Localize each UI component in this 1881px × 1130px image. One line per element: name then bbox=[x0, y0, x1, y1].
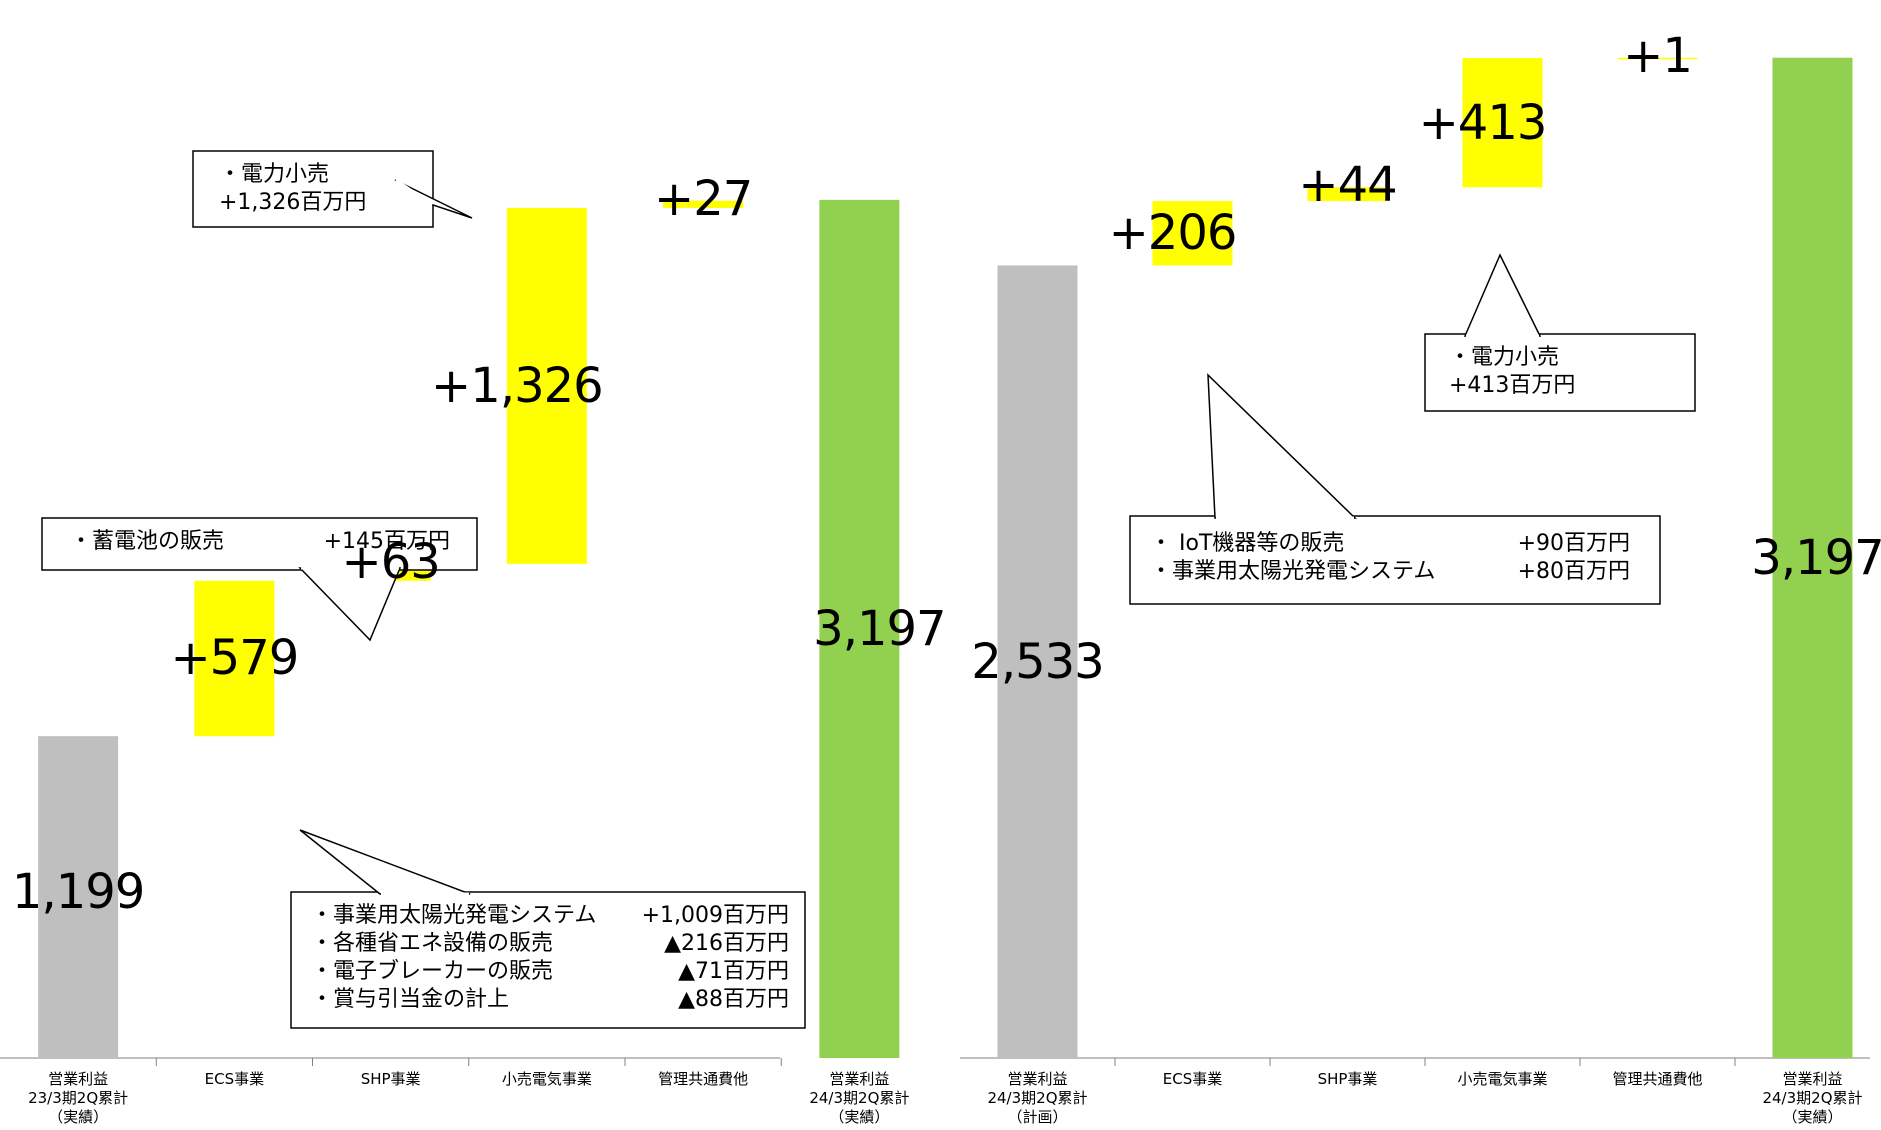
callout-text: ・事業用太陽光発電システム +1,009百万円・各種省エネ設備の販売 ▲216百万円… bbox=[311, 902, 789, 1014]
callout-item-value: ▲71百万円 bbox=[678, 959, 789, 984]
callout-box bbox=[1129, 515, 1661, 605]
bar-delta bbox=[1462, 58, 1543, 188]
callout-item-label: ・賞与引当金の計上 bbox=[311, 987, 510, 1012]
callout-pointer bbox=[299, 829, 471, 895]
callout-item-label: ・事業用太陽光発電システム bbox=[1150, 559, 1436, 584]
data-label: +1 bbox=[1623, 27, 1693, 84]
data-label: +579 bbox=[170, 630, 299, 687]
callout-text: ・蓄電池の販売 +145百万円 bbox=[70, 528, 450, 556]
data-label: +27 bbox=[653, 170, 753, 227]
data-label: +206 bbox=[1108, 205, 1238, 262]
callout-text: ・電力小売 +413百万円 bbox=[1449, 344, 1669, 400]
callout-text: ・電力小売 +1,326百万円 bbox=[219, 161, 449, 217]
callout-item-label: +1,326百万円 bbox=[219, 190, 367, 215]
data-label: 3,197 bbox=[1751, 529, 1881, 586]
data-label: 3,197 bbox=[813, 600, 946, 657]
callout-line: ・電子ブレーカーの販売 ▲71百万円 bbox=[311, 958, 789, 986]
callout-line: ・賞与引当金の計上 ▲88百万円 bbox=[311, 986, 789, 1014]
x-tick-label: 管理共通費他 bbox=[1612, 1070, 1703, 1088]
data-label: +1,326 bbox=[431, 357, 604, 414]
x-tick-label: 小売電気事業 bbox=[501, 1070, 592, 1088]
callout-item-label: ・電力小売 bbox=[1449, 345, 1560, 370]
callout-item-label: ・電子ブレーカーの販売 bbox=[311, 959, 554, 984]
data-label: +63 bbox=[341, 533, 440, 590]
x-tick-label: 営業利益 23/3期2Q累計 （実績） bbox=[28, 1070, 129, 1126]
callout-line: ・事業用太陽光発電システム +1,009百万円 bbox=[311, 902, 789, 930]
callout-line: +413百万円 bbox=[1449, 372, 1669, 400]
bar-delta bbox=[1307, 187, 1388, 202]
x-tick-label: 営業利益 24/3期2Q累計 （実績） bbox=[1762, 1070, 1863, 1126]
data-label: +44 bbox=[1298, 157, 1397, 214]
x-tick-label: SHP事業 bbox=[360, 1070, 421, 1088]
callout-item-value: ▲216百万円 bbox=[664, 931, 789, 956]
callout-item-label: ・ IoT機器等の販売 bbox=[1150, 531, 1345, 556]
callout-item-label: ・各種省エネ設備の販売 bbox=[311, 931, 554, 956]
callout-item-label: ・事業用太陽光発電システム bbox=[311, 903, 597, 928]
callout-item-label: ・蓄電池の販売 bbox=[70, 529, 225, 554]
callout-line: ・各種省エネ設備の販売 ▲216百万円 bbox=[311, 930, 789, 958]
callout-line: ・電力小売 bbox=[1449, 344, 1669, 372]
x-tick-label: SHP事業 bbox=[1317, 1070, 1378, 1088]
callout-pointer bbox=[1207, 373, 1357, 519]
callout-seam bbox=[395, 178, 433, 207]
callout-line: ・電力小売 bbox=[219, 161, 449, 189]
bar-start bbox=[997, 265, 1078, 1058]
bar-end bbox=[1772, 57, 1853, 1058]
bar-end bbox=[819, 199, 900, 1058]
callout-box bbox=[1424, 333, 1696, 412]
callout-pointer bbox=[1463, 253, 1542, 337]
callout-box bbox=[41, 517, 478, 571]
data-label: 2,533 bbox=[971, 633, 1104, 690]
bar-start bbox=[38, 736, 119, 1058]
x-tick-label: 管理共通費他 bbox=[658, 1070, 749, 1088]
bar-delta bbox=[194, 580, 275, 737]
x-tick-label: ECS事業 bbox=[204, 1070, 265, 1088]
x-tick-label: 小売電気事業 bbox=[1457, 1070, 1548, 1088]
data-label: +413 bbox=[1418, 94, 1548, 151]
callout-line: ・事業用太陽光発電システム +80百万円 bbox=[1150, 558, 1630, 586]
callout-line: ・ IoT機器等の販売 +90百万円 bbox=[1150, 530, 1630, 558]
bar-delta bbox=[1617, 57, 1698, 60]
bar-delta bbox=[1152, 201, 1233, 266]
x-tick-label: 営業利益 24/3期2Q累計 （実績） bbox=[809, 1070, 910, 1126]
data-label: 1,199 bbox=[11, 864, 145, 921]
bar-delta bbox=[506, 207, 587, 564]
callout-item-value: ▲88百万円 bbox=[678, 987, 789, 1012]
callout-item-value: +90百万円 bbox=[1517, 531, 1630, 556]
callout-line: +1,326百万円 bbox=[219, 189, 449, 217]
x-tick-label: 営業利益 24/3期2Q累計 （計画） bbox=[987, 1070, 1088, 1126]
x-tick-label: ECS事業 bbox=[1162, 1070, 1223, 1088]
callout-item-label: +413百万円 bbox=[1449, 373, 1576, 398]
callout-box bbox=[192, 150, 434, 228]
callout-text: ・ IoT機器等の販売 +90百万円・事業用太陽光発電システム +80百万円 bbox=[1150, 530, 1630, 586]
callout-line: ・蓄電池の販売 +145百万円 bbox=[70, 528, 450, 556]
callout-item-value: +145百万円 bbox=[323, 529, 450, 554]
bar-delta bbox=[663, 200, 744, 208]
callout-item-value: +80百万円 bbox=[1517, 559, 1630, 584]
callout-box bbox=[290, 891, 806, 1029]
callout-item-label: ・電力小売 bbox=[219, 162, 330, 187]
callout-item-value: +1,009百万円 bbox=[641, 903, 789, 928]
